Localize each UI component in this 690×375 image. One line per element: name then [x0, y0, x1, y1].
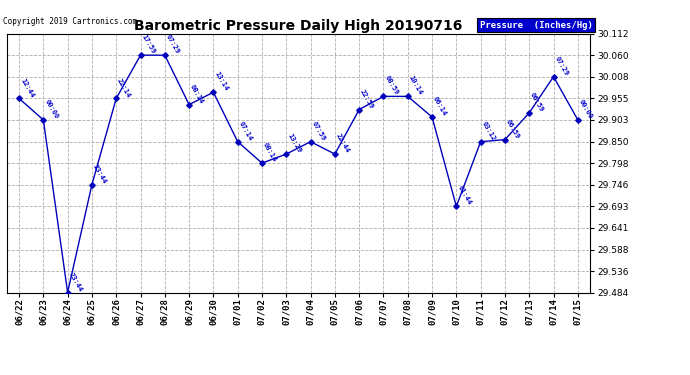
Text: 06:59: 06:59 — [529, 92, 545, 113]
Title: Barometric Pressure Daily High 20190716: Barometric Pressure Daily High 20190716 — [135, 19, 462, 33]
Text: Copyright 2019 Cartronics.com: Copyright 2019 Cartronics.com — [3, 17, 137, 26]
Text: 22:14: 22:14 — [116, 77, 132, 99]
Text: 06:59: 06:59 — [505, 118, 521, 140]
Text: 23:44: 23:44 — [68, 271, 83, 292]
Text: 08:14: 08:14 — [189, 83, 205, 105]
Text: 13:29: 13:29 — [286, 133, 302, 154]
Text: 07:29: 07:29 — [165, 34, 181, 55]
Text: Pressure  (Inches/Hg): Pressure (Inches/Hg) — [480, 21, 593, 30]
Text: 22:59: 22:59 — [359, 88, 375, 110]
Text: 23:44: 23:44 — [92, 163, 108, 184]
Text: 08:59: 08:59 — [384, 75, 400, 96]
Text: 07:59: 07:59 — [310, 120, 326, 142]
Text: 13:14: 13:14 — [213, 71, 229, 92]
Text: 01:44: 01:44 — [456, 185, 472, 206]
Text: 00:00: 00:00 — [578, 99, 593, 120]
Text: 07:29: 07:29 — [553, 55, 569, 76]
Text: 00:00: 00:00 — [43, 99, 59, 120]
Text: 08:14: 08:14 — [262, 142, 278, 163]
Text: 07:14: 07:14 — [237, 120, 253, 142]
Text: 03:12: 03:12 — [481, 120, 496, 142]
Text: 10:14: 10:14 — [408, 75, 424, 96]
Text: 17:59: 17:59 — [141, 34, 157, 55]
Text: 12:44: 12:44 — [19, 77, 35, 99]
Text: 22:44: 22:44 — [335, 133, 351, 154]
Text: 06:14: 06:14 — [432, 96, 448, 117]
